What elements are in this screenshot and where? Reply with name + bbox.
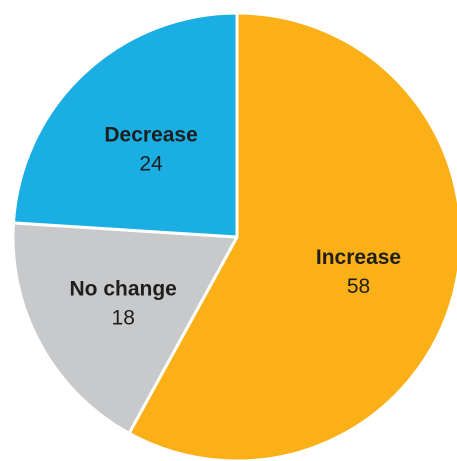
pie-labels: Increase 58 No change 18 Decrease 24 [70, 124, 402, 330]
slice-value-no-change: 18 [112, 307, 135, 330]
pie-slice-no-change [11, 221, 239, 435]
slice-value-decrease: 24 [139, 153, 163, 176]
slice-label-decrease: Decrease [104, 124, 197, 147]
slice-label-increase: Increase [316, 246, 401, 269]
slice-value-increase: 58 [347, 275, 370, 298]
pie-slices [11, 11, 457, 461]
pie-slice-decrease [11, 11, 239, 239]
slice-label-no-change: No change [70, 278, 177, 301]
